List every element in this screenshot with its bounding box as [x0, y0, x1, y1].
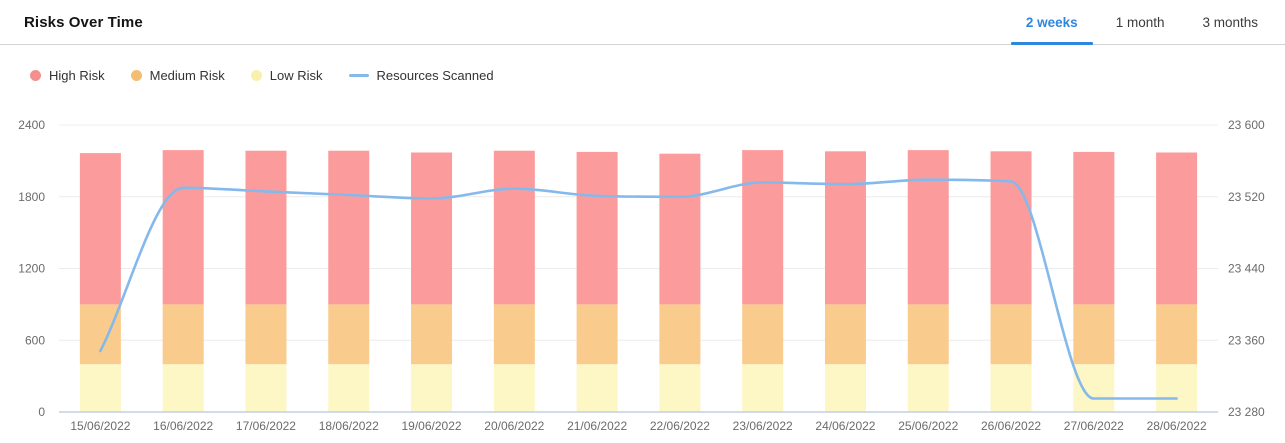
right-axis-tick-label: 23 440	[1228, 262, 1265, 276]
legend-label: High Risk	[49, 67, 105, 83]
x-axis-date-label: 21/06/2022	[567, 419, 627, 433]
bar-segment-low-risk[interactable]	[162, 364, 204, 412]
chart-legend: High Risk Medium Risk Low Risk Resources Sc…	[30, 66, 1285, 84]
right-axis-tick-label: 23 600	[1228, 118, 1265, 132]
legend-label: Medium Risk	[149, 67, 225, 83]
bar-segment-low-risk[interactable]	[742, 364, 784, 412]
left-axis-tick-label: 2400	[18, 118, 45, 132]
bar-segment-medium-risk[interactable]	[907, 304, 949, 365]
legend-item-resources-scanned[interactable]: Resources Scanned	[348, 67, 494, 83]
bar-segment-low-risk[interactable]	[824, 364, 866, 412]
x-axis-date-label: 24/06/2022	[815, 419, 875, 433]
bar-segment-medium-risk[interactable]	[990, 304, 1032, 365]
bar-segment-medium-risk[interactable]	[742, 304, 784, 365]
right-axis-tick-label: 23 520	[1228, 190, 1265, 204]
bar-segment-high-risk[interactable]	[493, 150, 535, 305]
low-risk-swatch-icon	[250, 69, 262, 81]
left-axis-tick-label: 1800	[18, 190, 45, 204]
bar-segment-low-risk[interactable]	[1073, 364, 1115, 412]
bar-segment-medium-risk[interactable]	[411, 304, 453, 365]
bar-segment-medium-risk[interactable]	[328, 304, 370, 365]
x-axis-date-label: 25/06/2022	[898, 419, 958, 433]
bar-segment-low-risk[interactable]	[411, 364, 453, 412]
bar-segment-medium-risk[interactable]	[79, 304, 121, 365]
time-range-tabs: 2 weeks 1 month 3 months	[1003, 0, 1285, 45]
bar-segment-high-risk[interactable]	[824, 151, 866, 305]
x-axis-date-label: 26/06/2022	[981, 419, 1041, 433]
resources-scanned-line-swatch	[348, 73, 369, 77]
bar-segment-low-risk[interactable]	[79, 364, 121, 412]
bar-segment-high-risk[interactable]	[162, 150, 204, 305]
legend-label: Resources Scanned	[376, 67, 494, 83]
bar-segment-low-risk[interactable]	[328, 364, 370, 412]
bar-segment-high-risk[interactable]	[742, 150, 784, 305]
bar-segment-high-risk[interactable]	[1156, 152, 1198, 305]
bar-segment-medium-risk[interactable]	[245, 304, 287, 365]
bar-segment-high-risk[interactable]	[659, 153, 701, 305]
legend-label: Low Risk	[269, 67, 323, 83]
bar-segment-medium-risk[interactable]	[1156, 304, 1198, 365]
x-axis-date-label: 15/06/2022	[70, 419, 130, 433]
legend-item-high-risk[interactable]: High Risk	[30, 68, 105, 83]
bar-segment-high-risk[interactable]	[245, 150, 287, 305]
bar-segment-medium-risk[interactable]	[162, 304, 204, 365]
bar-segment-low-risk[interactable]	[245, 364, 287, 412]
resources-scanned-line	[99, 178, 1178, 400]
bar-segment-medium-risk[interactable]	[1073, 304, 1115, 365]
bar-segment-high-risk[interactable]	[576, 151, 618, 305]
legend-item-low-risk[interactable]: Low Risk	[250, 67, 323, 83]
chart-header: Risks Over Time 2 weeks 1 month 3 months	[0, 0, 1285, 45]
bar-segment-high-risk[interactable]	[1073, 151, 1115, 305]
bar-segment-low-risk[interactable]	[493, 364, 535, 412]
right-axis-tick-label: 23 360	[1228, 333, 1265, 347]
bar-segment-high-risk[interactable]	[990, 151, 1032, 305]
bar-segment-high-risk[interactable]	[411, 152, 453, 305]
x-axis-date-label: 19/06/2022	[402, 419, 462, 433]
right-axis-tick-label: 23 280	[1228, 405, 1265, 419]
legend-item-medium-risk[interactable]: Medium Risk	[130, 67, 225, 83]
bar-segment-high-risk[interactable]	[907, 150, 949, 305]
bar-segment-high-risk[interactable]	[328, 150, 370, 305]
x-axis-date-label: 16/06/2022	[153, 419, 213, 433]
x-axis-date-label: 22/06/2022	[650, 419, 710, 433]
page-title: Risks Over Time	[24, 13, 143, 31]
bar-segment-medium-risk[interactable]	[659, 304, 701, 365]
bar-segment-low-risk[interactable]	[576, 364, 618, 412]
bar-segment-low-risk[interactable]	[990, 364, 1032, 412]
x-axis-date-label: 18/06/2022	[319, 419, 379, 433]
x-axis-date-label: 28/06/2022	[1147, 419, 1207, 433]
bar-segment-low-risk[interactable]	[907, 364, 949, 412]
x-axis-date-label: 27/06/2022	[1064, 419, 1124, 433]
high-risk-swatch-icon	[30, 69, 41, 81]
tab-1-month[interactable]: 1 month	[1115, 14, 1165, 30]
left-axis-tick-label: 600	[25, 333, 45, 347]
tab-3-months[interactable]: 3 months	[1202, 14, 1258, 30]
x-axis-date-label: 17/06/2022	[236, 419, 296, 433]
x-axis-date-label: 23/06/2022	[733, 419, 793, 433]
left-axis-tick-label: 0	[38, 405, 45, 419]
tab-2-weeks[interactable]: 2 weeks	[1010, 0, 1093, 45]
bar-segment-medium-risk[interactable]	[576, 304, 618, 365]
bar-segment-medium-risk[interactable]	[824, 304, 866, 365]
medium-risk-swatch-icon	[130, 69, 142, 81]
x-axis-date-label: 20/06/2022	[484, 419, 544, 433]
bar-segment-medium-risk[interactable]	[493, 304, 535, 365]
bar-segment-low-risk[interactable]	[659, 364, 701, 412]
left-axis-tick-label: 1200	[18, 262, 45, 276]
bar-segment-high-risk[interactable]	[79, 153, 121, 305]
bar-segment-low-risk[interactable]	[1156, 364, 1198, 412]
